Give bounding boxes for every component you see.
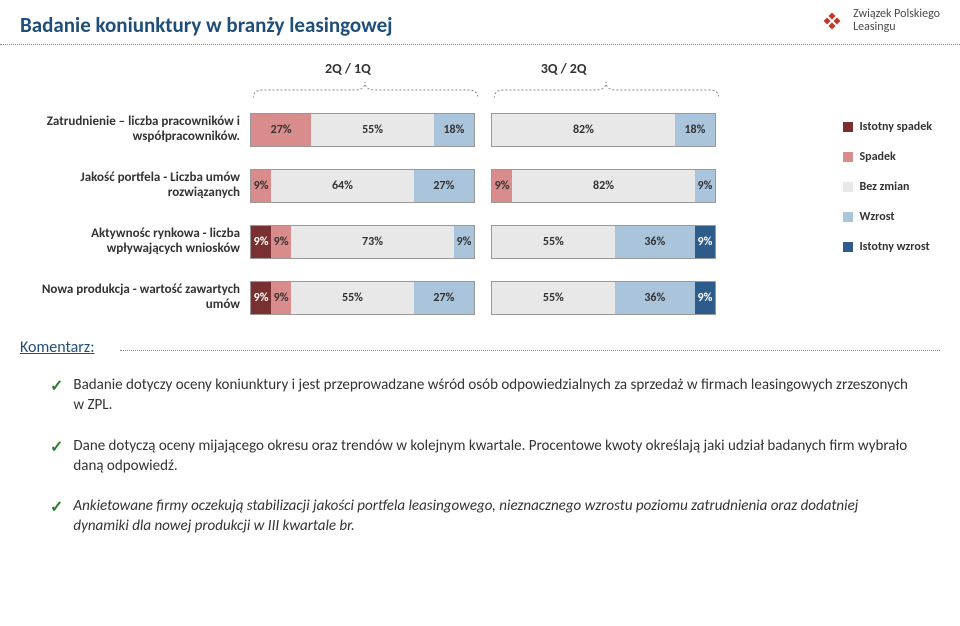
- bar-segment: 9%: [251, 226, 271, 258]
- logo-icon: [819, 8, 845, 34]
- bar-segment: 27%: [251, 114, 311, 146]
- bullet-text: Dane dotyczą oceny mijającego okresu ora…: [73, 436, 910, 477]
- page-title: Badanie koniunktury w branży leasingowej: [20, 12, 393, 38]
- bar-segment: 9%: [271, 282, 291, 314]
- bar-segment: 9%: [251, 282, 271, 314]
- bullet-text: Badanie dotyczy oceny koniunktury i jest…: [73, 375, 910, 416]
- legend-label: Bez zmian: [859, 180, 909, 194]
- bullet-item: ✓ Ankietowane firmy oczekują stabilizacji…: [50, 496, 910, 537]
- legend-item: Istotny wzrost: [843, 240, 932, 254]
- row-label: Nowa produkcja - wartość zawartych umów: [20, 283, 250, 313]
- brace-left: [253, 82, 478, 98]
- row-label: Zatrudnienie – liczba pracowników i wspó…: [20, 115, 250, 145]
- bar-segment: 64%: [271, 170, 414, 202]
- legend-swatch: [843, 182, 853, 192]
- bar-segment: 18%: [675, 114, 715, 146]
- stacked-bar-right: 55%36%9%: [491, 225, 716, 259]
- stacked-bar-left: 9%9%73%9%: [250, 225, 475, 259]
- bullet-item: ✓ Badanie dotyczy oceny koniunktury i jes…: [50, 375, 910, 416]
- bar-segment: 55%: [492, 282, 615, 314]
- chart: Zatrudnienie – liczba pracowników i wspó…: [20, 105, 940, 329]
- bullet-text: Ankietowane firmy oczekują stabilizacji …: [73, 496, 910, 537]
- row-label: Aktywnośc rynkowa - liczba wpływających …: [20, 227, 250, 257]
- bar-segment: 82%: [492, 114, 675, 146]
- bar-segment: 36%: [615, 282, 695, 314]
- bar-segment: 55%: [311, 114, 434, 146]
- legend-swatch: [843, 152, 853, 162]
- stacked-bar-left: 9%9%55%27%: [250, 281, 475, 315]
- legend: Istotny spadek Spadek Bez zmian Wzrost Istot…: [843, 120, 932, 270]
- stacked-bar-left: 27%55%18%: [250, 113, 475, 147]
- bar-segment: 9%: [454, 226, 474, 258]
- bar-segment: 82%: [512, 170, 695, 202]
- stacked-bar-right: 9%82%9%: [491, 169, 716, 203]
- period-right: 3Q / 2Q: [541, 60, 587, 77]
- check-icon: ✓: [50, 497, 63, 519]
- bar-segment: 36%: [615, 226, 695, 258]
- legend-label: Spadek: [859, 150, 895, 164]
- bar-segment: 27%: [414, 282, 474, 314]
- bar-segment: 9%: [695, 226, 715, 258]
- bar-segment: 9%: [492, 170, 512, 202]
- chart-row: Aktywnośc rynkowa - liczba wpływających …: [20, 217, 940, 267]
- bar-segment: 18%: [434, 114, 474, 146]
- logo-text-line2: Leasingu: [853, 21, 940, 34]
- chart-row: Zatrudnienie – liczba pracowników i wspó…: [20, 105, 940, 155]
- bar-segment: 27%: [414, 170, 474, 202]
- bar-segment: 9%: [695, 282, 715, 314]
- logo: Związek Polskiego Leasingu: [819, 8, 940, 34]
- stacked-bar-right: 82%18%: [491, 113, 716, 147]
- check-icon: ✓: [50, 437, 63, 459]
- legend-item: Istotny spadek: [843, 120, 932, 134]
- bar-segment: 73%: [291, 226, 454, 258]
- check-icon: ✓: [50, 376, 63, 398]
- legend-item: Spadek: [843, 150, 932, 164]
- brace-right: [494, 82, 719, 98]
- legend-swatch: [843, 122, 853, 132]
- legend-swatch: [843, 212, 853, 222]
- stacked-bar-right: 55%36%9%: [491, 281, 716, 315]
- legend-label: Istotny spadek: [859, 120, 932, 134]
- bar-segment: 55%: [492, 226, 615, 258]
- bar-segment: 55%: [291, 282, 414, 314]
- bullet-item: ✓ Dane dotyczą oceny mijającego okresu or…: [50, 436, 910, 477]
- legend-label: Wzrost: [859, 210, 894, 224]
- legend-swatch: [843, 242, 853, 252]
- legend-item: Bez zmian: [843, 180, 932, 194]
- stacked-bar-left: 9%64%27%: [250, 169, 475, 203]
- bar-segment: 9%: [251, 170, 271, 202]
- chart-row: Nowa produkcja - wartość zawartych umów9…: [20, 273, 940, 323]
- comment-divider: [120, 350, 940, 351]
- bar-segment: 9%: [271, 226, 291, 258]
- header-divider: [0, 44, 960, 45]
- row-label: Jakość portfela - Liczba umów rozwiązany…: [20, 171, 250, 201]
- period-left: 2Q / 1Q: [325, 60, 371, 77]
- comment-label: Komentarz:: [20, 338, 94, 357]
- legend-label: Istotny wzrost: [859, 240, 929, 254]
- chart-row: Jakość portfela - Liczba umów rozwiązany…: [20, 161, 940, 211]
- legend-item: Wzrost: [843, 210, 932, 224]
- bullet-list: ✓ Badanie dotyczy oceny koniunktury i jes…: [50, 375, 910, 557]
- bar-segment: 9%: [695, 170, 715, 202]
